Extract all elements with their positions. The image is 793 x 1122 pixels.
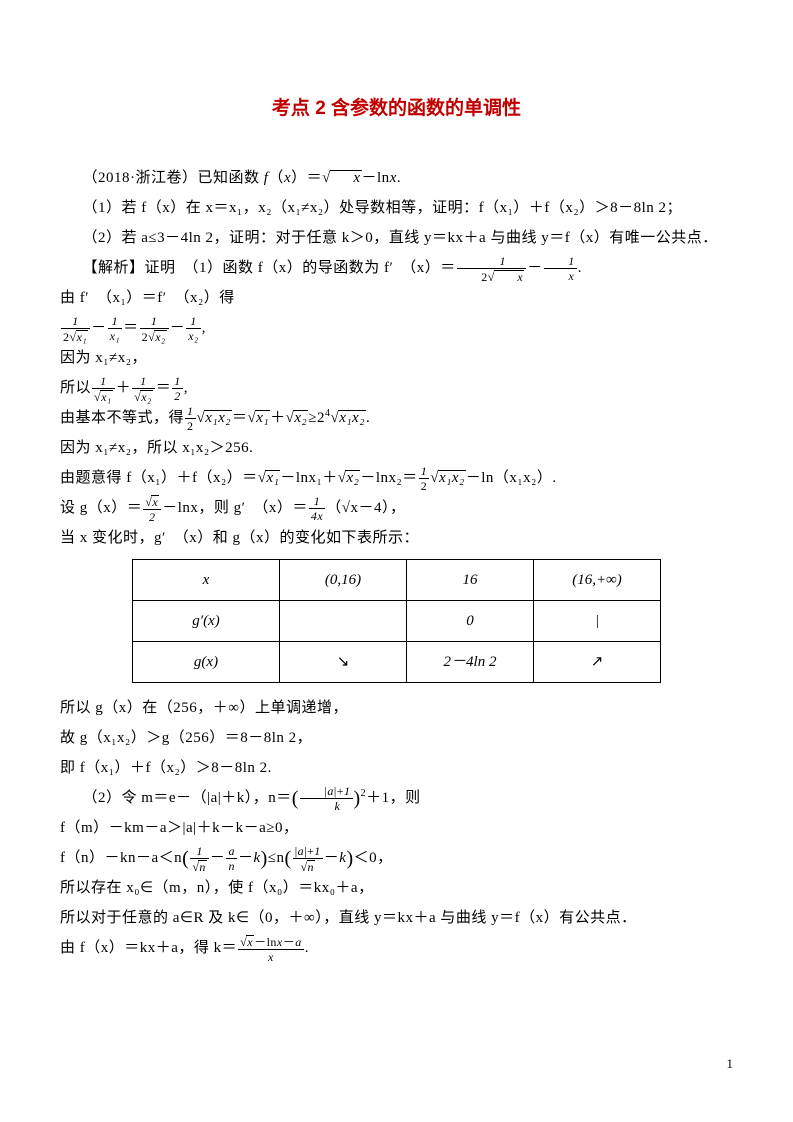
p2-3b: ≤n [268, 850, 285, 866]
t8d: －ln（x₁x₂）. [466, 470, 557, 486]
solution-header-text: 【解析】证明 （1）函数 f（x）的导函数为 f′ （x）＝ [83, 260, 456, 276]
arrow-down-icon [337, 654, 350, 670]
table-cell: 0 [407, 601, 534, 642]
text-suoyi: 所以 [60, 380, 91, 396]
solution-part2-3: f（n）－kn－a＜n(1√n－an－k)≤n(|a|+1√n－k)＜0， [60, 843, 733, 873]
t8a: 由题意得 f（x₁）＋f（x₂）＝ [60, 470, 258, 486]
problem-part1: （1）若 f（x）在 x＝x₁，x₂（x₁≠x₂）处导数相等，证明：f（x₁）＋… [60, 193, 733, 223]
solution-line-7: 因为 x₁≠x₂，所以 x₁x₂＞256. [60, 433, 733, 463]
table-cell [534, 642, 661, 683]
t9b: －lnx，则 g′ （x）＝ [162, 500, 308, 516]
table-cell: | [534, 601, 661, 642]
p2-1a: （2）令 m＝e－（|a|＋k），n＝ [83, 790, 292, 806]
t8b: －lnx₁＋ [280, 470, 337, 486]
p2-6a: 由 f（x）＝kx＋a，得 k＝ [60, 940, 237, 956]
solution-line-10: 当 x 变化时，g′ （x）和 g（x）的变化如下表所示： [60, 523, 733, 553]
table-cell: 16 [407, 560, 534, 601]
solution-part2-5: 所以对于任意的 a∈R 及 k∈（0，＋∞），直线 y＝kx＋a 与曲线 y＝f… [60, 903, 733, 933]
t9c: （√x－4）， [326, 500, 405, 516]
t8c: －lnx₂＝ [360, 470, 417, 486]
document-title: 考点 2 含参数的函数的单调性 [60, 90, 733, 128]
solution-line-5: 所以1√x₁＋1√x₂＝12, [60, 373, 733, 403]
solution-line-12: 故 g（x₁x₂）＞g（256）＝8－8ln 2， [60, 723, 733, 753]
table-row: g(x) 2－4ln 2 [133, 642, 661, 683]
p2-3a: f（n）－kn－a＜n [60, 850, 182, 866]
solution-part2-2: f（m）－km－a＞|a|＋k－k－a≥0， [60, 813, 733, 843]
text-basic-ineq: 由基本不等式，得 [60, 410, 184, 426]
table-header-g: g(x) [133, 642, 280, 683]
p2-1b: ＋1，则 [366, 790, 421, 806]
p2-3c: ＜0， [354, 850, 393, 866]
problem-intro: （2018·浙江卷）已知函数 f（x）＝√x－lnx. [60, 163, 733, 193]
solution-part2-1: （2）令 m＝e－（|a|＋k），n＝(|a|+1k)2＋1，则 [60, 783, 733, 813]
table-cell: 2－4ln 2 [407, 642, 534, 683]
table-row: x (0,16) 16 (16,+∞) [133, 560, 661, 601]
solution-line-2: 由 f′ （x₁）＝f′ （x₂）得 [60, 283, 733, 313]
solution-line-9: 设 g（x）＝√x2－lnx，则 g′ （x）＝14x（√x－4）， [60, 493, 733, 523]
solution-line-4: 因为 x₁≠x₂， [60, 343, 733, 373]
table-cell [280, 601, 407, 642]
solution-line-6: 由基本不等式，得12√x₁x₂＝√x₁＋√x₂≥24√x₁x₂. [60, 403, 733, 433]
table-cell [280, 642, 407, 683]
table-header-gprime: g′(x) [133, 601, 280, 642]
page-number: 1 [727, 1056, 734, 1072]
solution-line-3: 12√x₁－1x₁＝12√x₂－1x₂, [60, 313, 733, 343]
solution-line-8: 由题意得 f（x₁）＋f（x₂）＝√x₁－lnx₁＋√x₂－lnx₂＝12√x₁… [60, 463, 733, 493]
table-header-x: x [133, 560, 280, 601]
table-cell: (16,+∞) [534, 560, 661, 601]
table-cell: (0,16) [280, 560, 407, 601]
sign-table: x (0,16) 16 (16,+∞) g′(x) 0 | g(x) 2－4ln… [132, 559, 661, 683]
solution-line-13: 即 f（x₁）＋f（x₂）＞8－8ln 2. [60, 753, 733, 783]
solution-line-11: 所以 g（x）在（256，＋∞）上单调递增， [60, 693, 733, 723]
solution-part2-6: 由 f（x）＝kx＋a，得 k＝√x－lnx－ax. [60, 933, 733, 963]
arrow-up-icon [591, 654, 604, 670]
solution-line-1: 【解析】证明 （1）函数 f（x）的导函数为 f′ （x）＝12√x－1x. [60, 253, 733, 283]
t9a: 设 g（x）＝ [60, 500, 142, 516]
page-content: 考点 2 含参数的函数的单调性 （2018·浙江卷）已知函数 f（x）＝√x－l… [0, 0, 793, 1003]
table-row: g′(x) 0 | [133, 601, 661, 642]
problem-part2: （2）若 a≤3－4ln 2，证明：对于任意 k＞0，直线 y＝kx＋a 与曲线… [60, 223, 733, 253]
solution-part2-4: 所以存在 x₀∈（m，n），使 f（x₀）＝kx₀＋a， [60, 873, 733, 903]
